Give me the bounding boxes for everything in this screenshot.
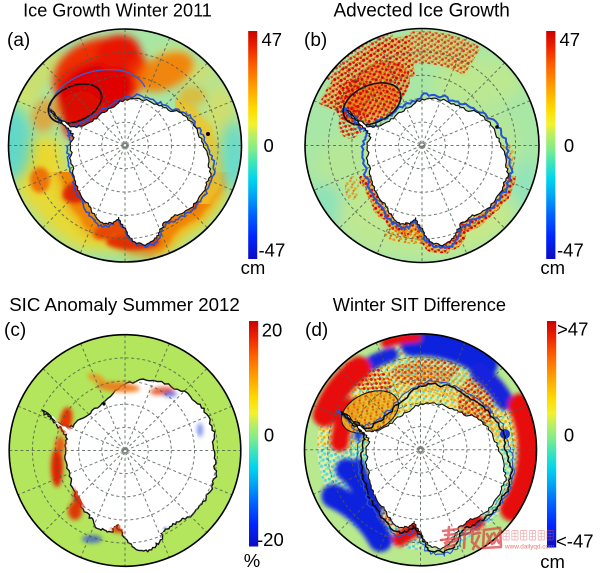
svg-text:-20: -20 <box>257 529 284 550</box>
svg-text:(d): (d) <box>305 320 328 341</box>
svg-text:(c): (c) <box>4 320 26 341</box>
svg-text:SIC Anomaly Summer 2012: SIC Anomaly Summer 2012 <box>9 294 240 315</box>
svg-text:47: 47 <box>262 29 283 50</box>
svg-text:-47: -47 <box>259 240 286 261</box>
svg-text:47: 47 <box>560 29 581 50</box>
svg-text:cm: cm <box>540 551 565 572</box>
svg-text:<-47: <-47 <box>556 531 594 552</box>
svg-text:0: 0 <box>564 425 574 446</box>
svg-text:(a): (a) <box>7 30 30 51</box>
svg-text:>47: >47 <box>557 318 588 339</box>
svg-text:0: 0 <box>264 425 274 446</box>
svg-text:0: 0 <box>564 135 574 156</box>
svg-text:Advected Ice Growth: Advected Ice Growth <box>334 0 510 21</box>
svg-text:%: % <box>244 550 260 571</box>
svg-text:www.dailyqd.com: www.dailyqd.com <box>504 544 554 551</box>
svg-text:20: 20 <box>262 320 283 341</box>
svg-text:cm: cm <box>241 257 266 278</box>
svg-text:0: 0 <box>264 135 274 156</box>
svg-text:Ice Growth Winter 2011: Ice Growth Winter 2011 <box>23 0 212 20</box>
svg-text:-47: -47 <box>557 240 584 261</box>
svg-text:(b): (b) <box>304 30 327 51</box>
svg-text:Winter SIT Difference: Winter SIT Difference <box>333 295 506 315</box>
svg-text:cm: cm <box>540 257 565 278</box>
